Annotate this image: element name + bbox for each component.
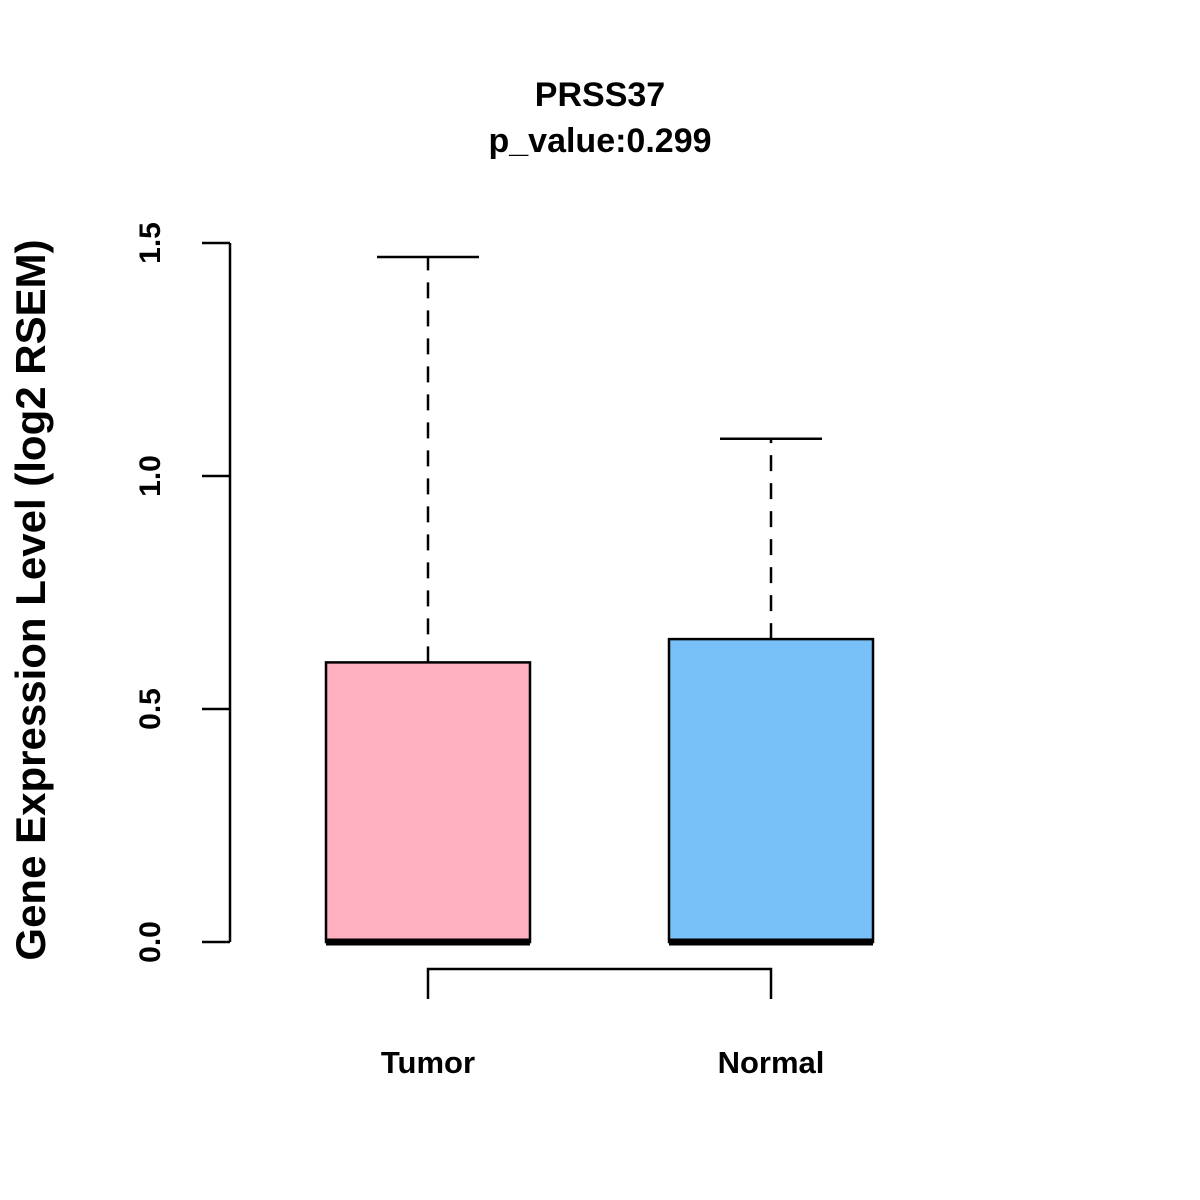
box-rect [667,637,875,944]
bracket-line [426,967,773,999]
y-tick-label: 0.0 [134,921,167,963]
chart-title: PRSS37 [535,76,665,114]
y-tick-label: 1.0 [134,455,167,497]
x-tick-label-tumor: Tumor [381,1045,475,1080]
x-axis-labels: Tumor Normal [381,1045,824,1080]
y-tick-label: 0.5 [134,688,167,730]
chart-subtitle: p_value:0.299 [488,122,711,160]
x-tick-label-normal: Normal [718,1045,825,1080]
comparison-bracket [426,967,773,999]
box-group [324,255,875,946]
box-tumor [324,255,532,946]
box-normal [667,437,875,946]
box-rect [324,661,532,944]
y-axis: 0.0 0.5 1.0 1.5 [134,222,232,963]
y-axis-label: Gene Expression Level (log2 RSEM) [7,239,54,960]
y-tick-label: 1.5 [134,222,167,264]
